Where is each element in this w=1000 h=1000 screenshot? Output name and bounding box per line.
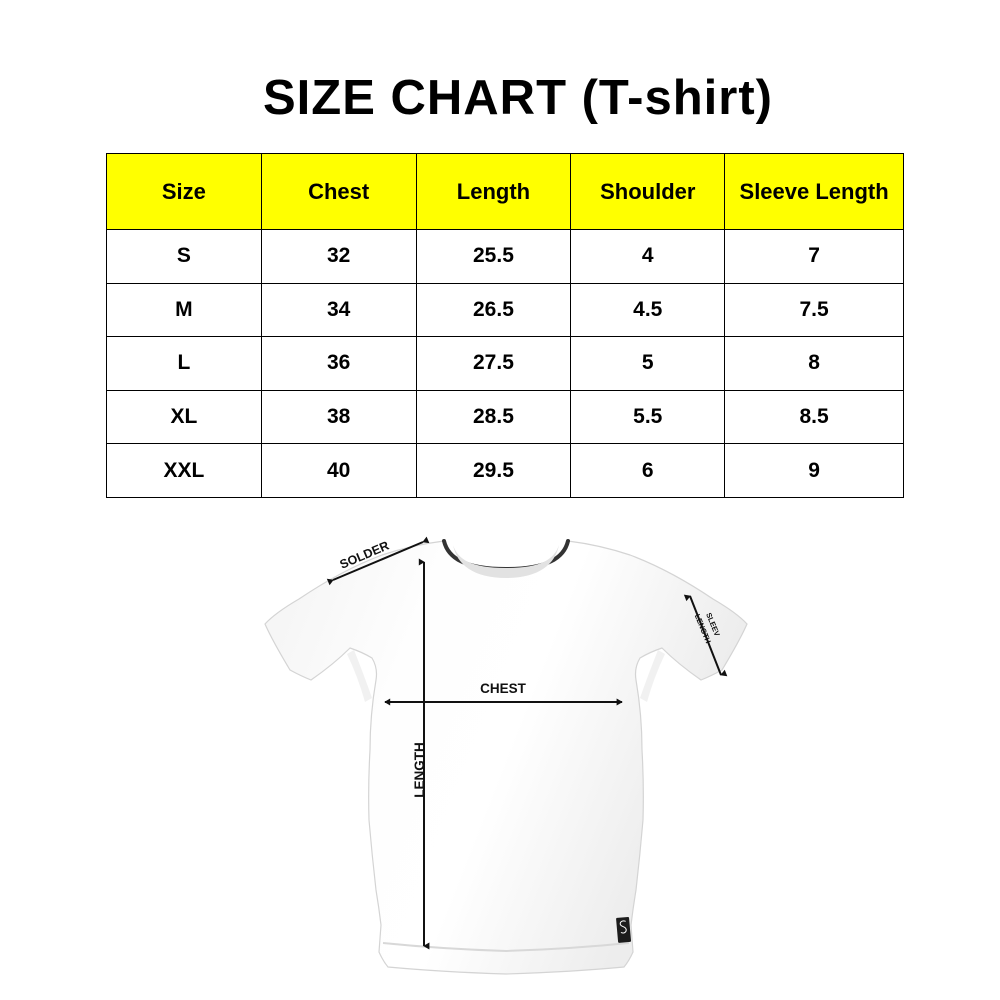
svg-text:LENGTH: LENGTH (412, 742, 427, 798)
svg-text:CHEST: CHEST (480, 681, 527, 696)
